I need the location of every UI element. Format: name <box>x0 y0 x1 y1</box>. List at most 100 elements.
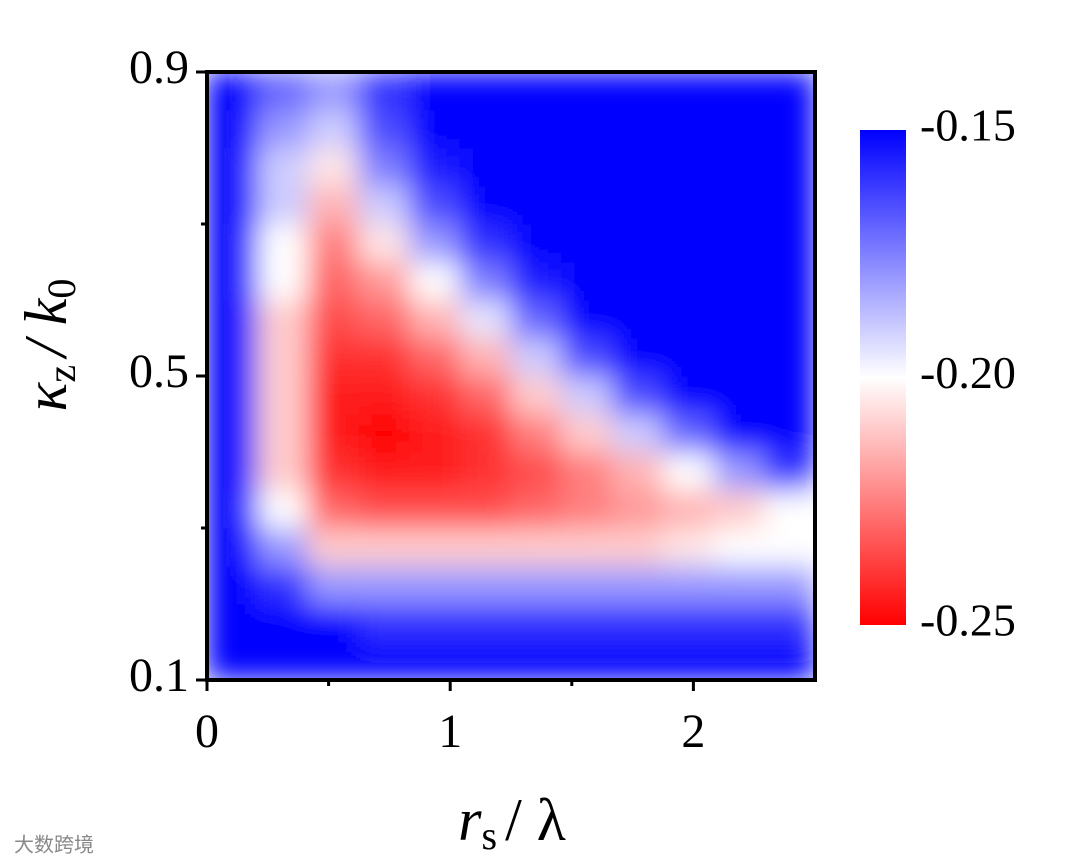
heat-cell <box>611 565 664 605</box>
heat-cell <box>257 147 310 187</box>
heat-cell <box>358 413 411 453</box>
heat-cell <box>207 147 259 187</box>
heat-cell <box>662 413 715 453</box>
y-label-sub: 0 <box>39 279 84 299</box>
heat-cell <box>611 603 664 643</box>
heat-cell <box>409 641 462 680</box>
heat-cell <box>307 413 360 453</box>
heat-cell <box>358 185 411 225</box>
heat-cell <box>611 413 664 453</box>
heat-cell <box>307 337 360 377</box>
colorbar-tick-label: -0.25 <box>920 595 1016 646</box>
heat-cell <box>409 527 462 567</box>
heat-cell <box>307 451 360 491</box>
heat-cell <box>611 527 664 567</box>
heat-cell <box>307 565 360 605</box>
heat-cell <box>257 375 310 415</box>
heat-cell <box>257 603 310 643</box>
heat-cell <box>459 261 512 301</box>
heat-cell <box>763 72 815 111</box>
heat-cell <box>307 109 360 149</box>
heat-cell <box>207 299 259 339</box>
heat-cell <box>459 565 512 605</box>
heat-cell <box>561 565 614 605</box>
heat-cell <box>561 261 614 301</box>
colorbar <box>860 130 906 625</box>
heat-cell <box>307 261 360 301</box>
heat-cell <box>257 413 310 453</box>
heat-cell <box>561 337 614 377</box>
heat-cell <box>763 185 815 225</box>
heat-cell <box>713 185 766 225</box>
heat-cell <box>662 565 715 605</box>
heat-cell <box>257 489 310 529</box>
heat-cell <box>662 223 715 263</box>
heat-cell <box>307 223 360 263</box>
heat-cell <box>207 337 259 377</box>
heat-cell <box>713 527 766 567</box>
heat-cell <box>510 603 563 643</box>
heat-cell <box>459 451 512 491</box>
heat-cell <box>763 375 815 415</box>
heat-cell <box>713 565 766 605</box>
heat-cell <box>763 299 815 339</box>
heat-cell <box>358 527 411 567</box>
heat-cell <box>307 147 360 187</box>
y-label-part: / k <box>13 297 79 360</box>
heat-cell <box>207 223 259 263</box>
heat-cell <box>307 527 360 567</box>
heat-cell <box>358 109 411 149</box>
heat-cell <box>561 109 614 149</box>
heat-cell <box>409 375 462 415</box>
x-label-sub: s <box>482 813 498 858</box>
heat-cell <box>358 489 411 529</box>
heat-cell <box>662 185 715 225</box>
heat-cell <box>713 603 766 643</box>
heat-cell <box>713 413 766 453</box>
heatmap-cells <box>207 72 815 680</box>
heat-cell <box>459 109 512 149</box>
heat-cell <box>510 185 563 225</box>
heat-cell <box>257 109 310 149</box>
heat-cell <box>713 72 766 111</box>
heat-cell <box>561 413 614 453</box>
heat-cell <box>510 451 563 491</box>
heat-cell <box>611 261 664 301</box>
heat-cell <box>713 375 766 415</box>
heat-cell <box>409 147 462 187</box>
heat-cell <box>207 451 259 491</box>
heat-cell <box>257 337 310 377</box>
heat-cell <box>459 489 512 529</box>
heat-cell <box>713 451 766 491</box>
heat-cell <box>611 223 664 263</box>
heat-cell <box>561 147 614 187</box>
heat-cell <box>257 641 310 680</box>
heat-cell <box>662 527 715 567</box>
x-tick-label: 0 <box>195 705 219 758</box>
heat-cell <box>561 299 614 339</box>
y-label-sub: z <box>39 365 84 383</box>
heat-cell <box>358 72 411 111</box>
heat-cell <box>307 641 360 680</box>
heat-cell <box>561 185 614 225</box>
heat-cell <box>459 641 512 680</box>
heat-cell <box>611 451 664 491</box>
y-tick-label: 0.5 <box>129 345 189 398</box>
heat-cell <box>307 603 360 643</box>
heat-cell <box>257 451 310 491</box>
heat-cell <box>207 375 259 415</box>
heat-cell <box>358 603 411 643</box>
heat-cell <box>207 109 259 149</box>
heat-cell <box>459 337 512 377</box>
heat-cell <box>409 223 462 263</box>
colorbar-tick-label: -0.15 <box>920 100 1016 151</box>
heat-cell <box>662 72 715 111</box>
heat-cell <box>713 147 766 187</box>
heat-cell <box>713 261 766 301</box>
heat-cell <box>510 147 563 187</box>
y-tick-label: 0.1 <box>129 649 189 702</box>
heat-cell <box>510 109 563 149</box>
heat-cell <box>662 337 715 377</box>
y-axis-label: κz / k0 <box>13 279 84 412</box>
